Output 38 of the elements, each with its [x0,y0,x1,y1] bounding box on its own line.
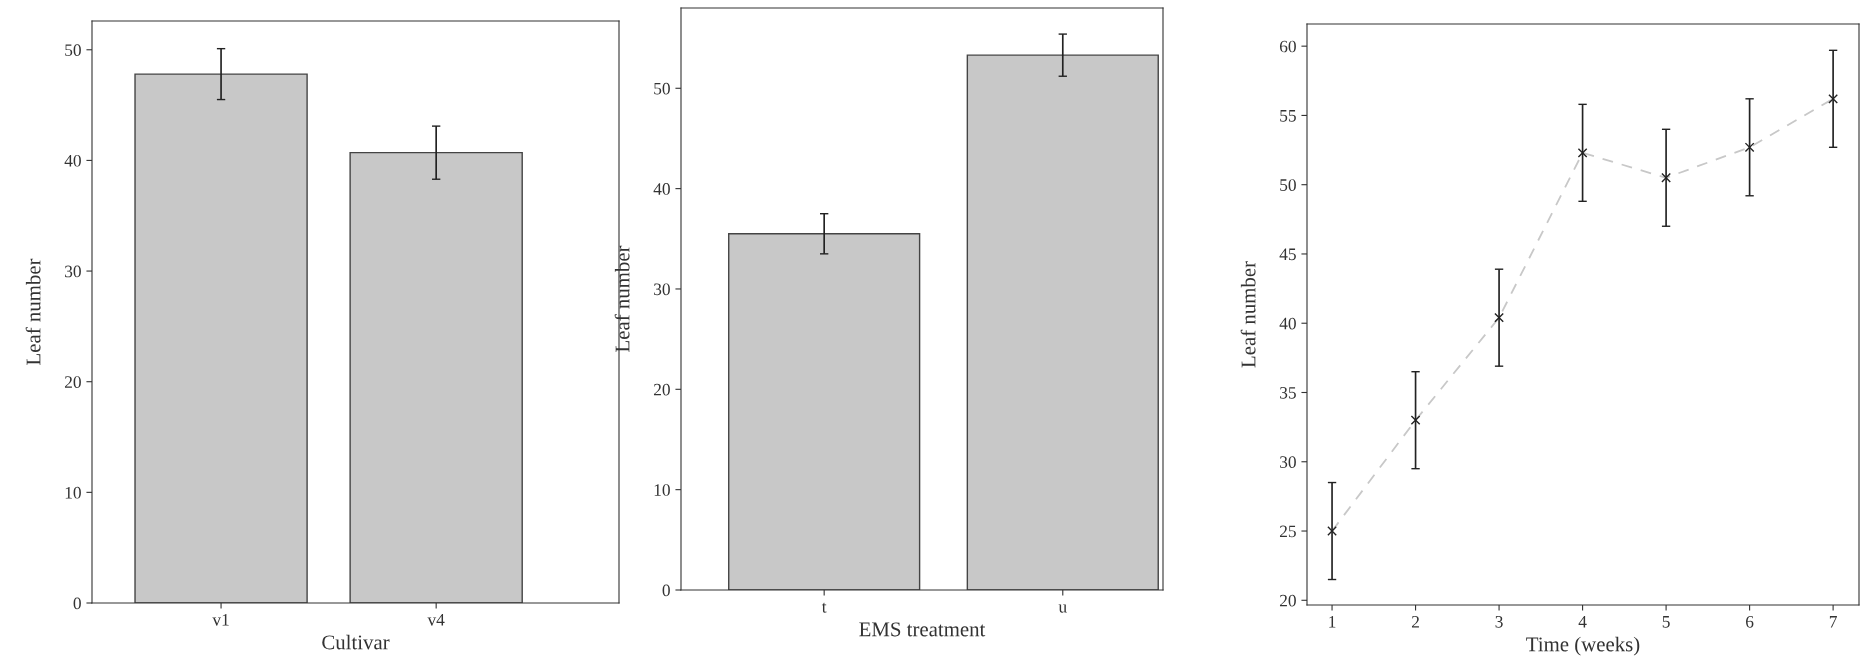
y-tick-label: 0 [662,584,670,597]
y-tick-label: 50 [65,44,81,56]
y-tick-label: 0 [73,597,81,610]
x-tick-label: v4 [427,614,445,626]
x-tick-label: 4 [1578,616,1587,628]
x-tick-label: 3 [1495,615,1503,628]
y-axis-title: Leaf number [614,245,630,352]
y-tick-label: 20 [64,376,81,388]
y-tick-label: 10 [65,486,81,499]
y-tick-label: 30 [65,265,81,278]
y-axis-title: Leaf number [25,258,41,365]
y-tick-label: 40 [653,183,670,195]
y-tick-label: 40 [64,154,81,167]
x-tick-label: u [1058,604,1067,613]
y-tick-label: 30 [654,283,670,296]
x-tick-label: t [821,602,827,613]
y-tick-label: 50 [1280,179,1296,191]
y-tick-label: 60 [1279,40,1296,53]
y-tick-label: 55 [1280,110,1296,122]
y-tick-label: 10 [654,484,670,496]
x-axis-title: Cultivar [322,634,390,650]
y-tick-label: 20 [1279,594,1296,607]
x-tick-label: 2 [1411,615,1419,628]
y-tick-label: 20 [653,383,670,396]
x-tick-label: 6 [1746,615,1754,628]
y-tick-label: 50 [654,82,670,95]
y-tick-label: 25 [1279,525,1296,538]
x-tick-label: v1 [212,614,229,626]
x-tick-label: 7 [1829,616,1837,628]
y-tick-label: 45 [1279,248,1296,261]
x-tick-label: 1 [1329,616,1336,628]
x-axis-title: Time (weeks) [1526,636,1640,656]
x-axis-title: EMS treatment [859,622,986,637]
y-axis-title: Leaf number [1240,261,1256,368]
y-tick-label: 35 [1280,387,1296,399]
x-tick-label: 5 [1662,616,1670,628]
y-tick-label: 40 [1279,317,1296,330]
y-tick-label: 30 [1280,456,1296,468]
